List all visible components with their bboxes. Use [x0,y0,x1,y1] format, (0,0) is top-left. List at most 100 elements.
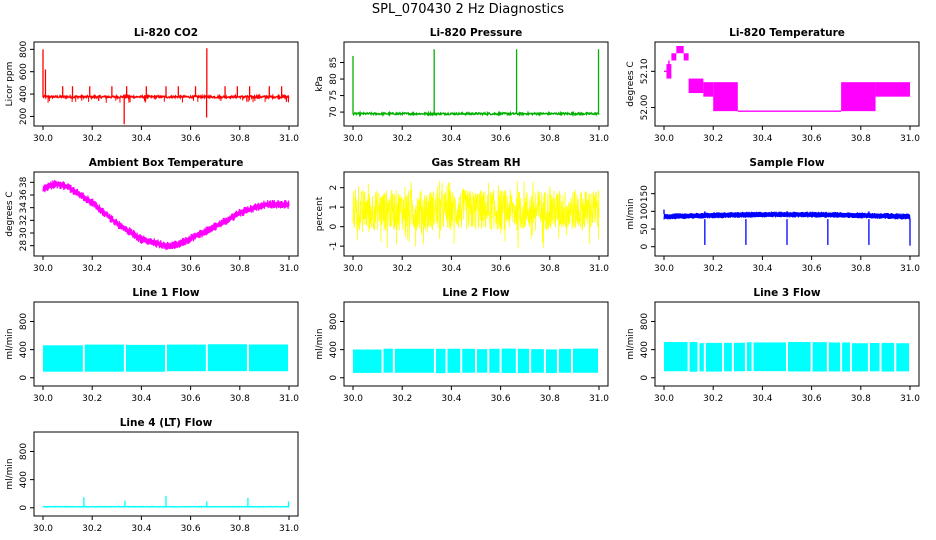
x-tick-label: 30.6 [181,394,201,404]
plot-frame [654,171,920,257]
x-tick-label: 30.0 [33,264,53,274]
x-tick-label: 30.2 [82,524,102,534]
data-band [545,349,557,374]
x-tick-label: 30.4 [131,394,151,404]
plot-frame [33,301,299,387]
x-tick-label: 31.0 [279,394,299,404]
x-tick-label: 30.0 [654,264,674,274]
x-tick-label: 30.2 [703,134,723,144]
y-tick-label: 600 [19,63,29,80]
x-tick-label: 30.4 [441,134,461,144]
data-band [447,348,461,373]
plot-frame [654,301,920,387]
x-tick-label: 30.4 [131,134,151,144]
x-tick-label: 30.8 [540,264,560,274]
data-band [699,343,704,372]
x-tick-label: 30.8 [230,264,250,274]
data-band [248,344,288,372]
y-tick-label: 800 [19,313,29,330]
x-tick-label: 30.6 [491,394,511,404]
data-band [501,348,516,373]
x-tick-label: 30.8 [851,394,871,404]
data-band [664,342,688,372]
data-band [869,343,880,372]
x-tick-label: 31.0 [279,134,299,144]
data-band [842,342,850,372]
x-tick-label: 30.8 [230,134,250,144]
x-tick-label: 30.8 [540,134,560,144]
x-tick-label: 30.6 [491,134,511,144]
x-tick-label: 30.6 [181,134,201,144]
y-tick-label: 800 [19,443,29,460]
data-band [713,82,738,112]
y-tick-label: 400 [640,341,650,358]
page-title: SPL_070430 2 Hz Diagnostics [371,2,565,17]
x-tick-label: 30.8 [540,394,560,404]
x-tick-label: 30.2 [703,394,723,404]
x-tick-label: 30.0 [33,134,53,144]
y-tick-label: 50 [640,223,650,235]
y-tick-label: 80 [329,73,339,85]
y-tick-label: 0 [19,375,29,381]
data-band [812,342,827,372]
chart-rh: Gas Stream RH percent 30.0 30.2 30.4 30.6 30.8… [315,157,609,274]
chart-title: Li-820 Pressure [430,27,523,39]
x-tick-label: 31.0 [589,394,609,404]
x-tick-label: 30.0 [343,264,363,274]
data-band [125,344,165,372]
x-tick-label: 31.0 [589,134,609,144]
y-tick-label: 36 [19,189,29,201]
x-tick-label: 30.6 [802,264,822,274]
y-tick-label: 38 [19,176,29,188]
data-band [462,348,475,373]
chart-title: Li-820 CO2 [134,27,198,39]
data-band [167,344,206,372]
chart-line4: Line 4 (LT) Flow ml/min 30.0 30.2 30.4 30.6 30… [5,417,299,534]
y-tick-label: 30 [19,227,29,239]
y-axis-label: ml/min [626,198,636,229]
plot-frame [654,41,920,127]
y-axis-label: ml/min [5,328,15,359]
y-tick-label: 70 [329,106,339,118]
x-tick-label: 30.4 [441,394,461,404]
chart-line1: Line 1 Flow ml/min 30.0 30.2 30.4 30.6 30.8 31.… [5,287,299,404]
chart-title: Sample Flow [749,157,824,169]
x-tick-label: 30.0 [33,524,53,534]
y-axis-label: percent [315,196,325,231]
x-tick-label: 30.4 [131,524,151,534]
data-band [572,348,598,373]
plot-frame [343,171,609,257]
y-axis-label: degrees C [5,191,15,236]
x-tick-label: 30.8 [851,134,871,144]
data-band [394,348,434,373]
y-axis-label: ml/min [626,328,636,359]
data-band [689,342,698,372]
chart-line3: Line 3 Flow ml/min 30.0 30.2 30.4 30.6 30.8 31.… [626,287,920,404]
data-band [828,342,841,372]
x-tick-label: 30.6 [181,264,201,274]
x-tick-label: 30.6 [181,524,201,534]
data-band [43,345,83,372]
data-series-line [352,180,600,249]
y-axis-label: ml/min [315,328,325,359]
x-tick-label: 30.2 [392,134,412,144]
data-band [84,344,124,372]
chart-sample_flow: Sample Flow ml/min 30.0 30.2 30.4 30.6 30.8 31.… [626,157,920,274]
plot-frame [33,431,299,517]
data-band [353,349,382,373]
x-tick-label: 30.2 [392,394,412,404]
data-band [676,46,684,54]
x-tick-label: 30.0 [343,134,363,144]
chart-co2: Li-820 CO2 Licor ppm 30.0 30.2 30.4 30.6 30.8 3… [5,27,299,144]
y-tick-label: 75 [329,90,339,101]
x-tick-label: 31.0 [279,264,299,274]
x-tick-label: 30.4 [752,394,772,404]
x-tick-label: 30.4 [752,134,772,144]
x-tick-label: 30.2 [392,264,412,274]
y-tick-label: 400 [329,341,339,358]
chart-licor_temp: Li-820 Temperature degrees C 30.0 30.2 30.4 3… [626,27,920,144]
y-tick-label: -1 [329,242,339,251]
y-tick-label: 85 [329,57,339,68]
x-tick-label: 30.2 [82,394,102,404]
data-band [383,348,393,373]
